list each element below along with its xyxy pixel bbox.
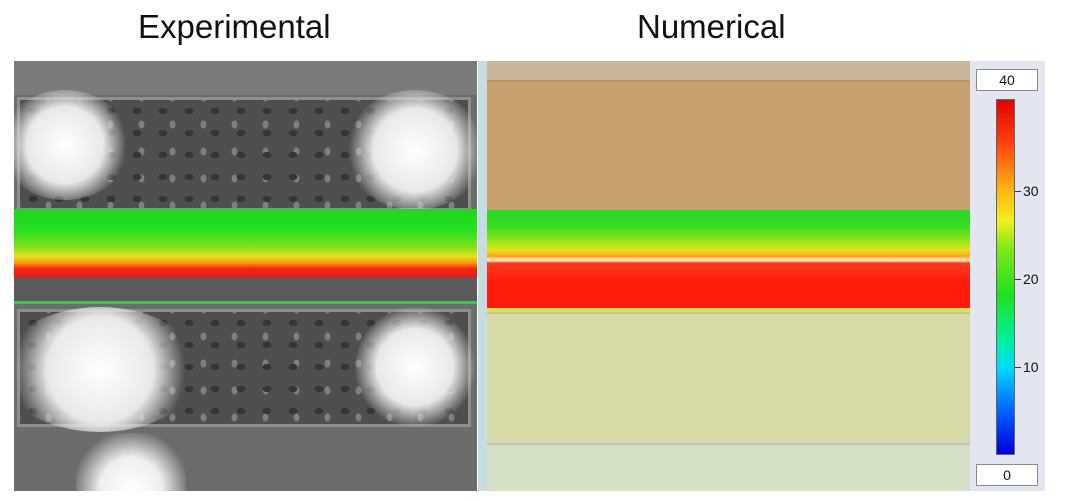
thin-green-line: [14, 301, 477, 304]
color-scale: 40 30 20 10 0: [970, 61, 1045, 491]
numerical-flow-channel: [487, 210, 970, 280]
channel-gap: [14, 277, 477, 303]
colorbar-tick-label: 30: [1023, 183, 1039, 199]
colorbar-tick-label: 20: [1023, 271, 1039, 287]
numerical-image: [478, 61, 970, 491]
high-value-band: [487, 280, 970, 308]
colorbar-tick: [1015, 191, 1021, 192]
bottom-layer: [487, 443, 970, 491]
colorbar-gradient: [996, 99, 1015, 455]
colorbar-max-field[interactable]: 40: [976, 69, 1038, 91]
top-electrode: [14, 90, 477, 211]
panel-edge: [478, 61, 487, 491]
top-substrate: [14, 61, 477, 95]
experimental-flow-channel: [14, 209, 477, 277]
glare-spot: [14, 90, 130, 200]
boundary-line: [487, 308, 970, 312]
colorbar-tick: [1015, 279, 1021, 280]
colorbar-tick: [1015, 367, 1021, 368]
experimental-image: [14, 61, 477, 491]
glare-spot: [345, 90, 477, 210]
numerical-title: Numerical: [637, 8, 786, 45]
upper-electrode-region: [487, 80, 970, 210]
lower-electrode-region: [487, 312, 970, 441]
glare-spot: [355, 307, 475, 427]
colorbar-min-field[interactable]: 0: [976, 464, 1038, 486]
experimental-title: Experimental: [138, 8, 331, 45]
top-layer: [487, 61, 970, 80]
bottom-light-spot: [76, 433, 186, 491]
glare-spot: [14, 307, 200, 432]
bottom-electrode: [14, 307, 475, 432]
colorbar-tick-label: 10: [1023, 359, 1039, 375]
